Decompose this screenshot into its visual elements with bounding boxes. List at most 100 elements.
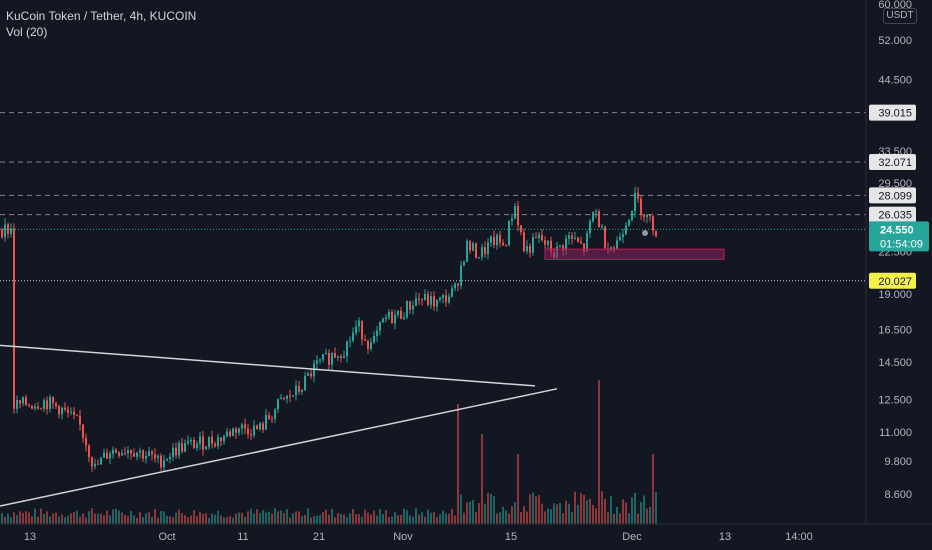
volume-indicator-label[interactable]: Vol (20) [6, 25, 48, 39]
volume-bar [70, 513, 72, 524]
volume-bar [622, 499, 624, 524]
candle-body [457, 283, 459, 286]
candle-body [397, 310, 399, 315]
volume-bar [475, 511, 477, 524]
volume-bar [601, 491, 603, 524]
candle-body [475, 243, 477, 258]
candle-body [193, 440, 195, 448]
candle-body [604, 226, 606, 249]
candle-body [283, 397, 285, 399]
volume-bar [442, 510, 444, 524]
volume-bar [136, 517, 138, 524]
candle-body [256, 425, 258, 430]
last-price-value: 24.550 [880, 224, 914, 236]
y-tick-label: 16.500 [878, 325, 912, 337]
candle-body [427, 293, 429, 305]
price-label-box [869, 104, 916, 121]
volume-bar [103, 515, 105, 524]
volume-bar [148, 512, 150, 524]
candle-body [154, 454, 156, 459]
volume-bar [481, 434, 483, 524]
volume-bar [508, 513, 510, 524]
volume-bar [412, 516, 414, 524]
volume-bar [448, 513, 450, 524]
volume-bar [67, 515, 69, 524]
volume-bar [559, 503, 561, 524]
volume-bar [61, 514, 63, 524]
volume-bar [166, 515, 168, 524]
volume-bar [538, 495, 540, 524]
volume-bar [382, 514, 384, 524]
candle-body [406, 301, 408, 318]
candle-body [169, 456, 171, 460]
candle-body [385, 317, 387, 319]
x-tick-label: 13 [719, 531, 731, 543]
candle-body [415, 298, 417, 306]
candle-body [328, 352, 330, 365]
volume-bar [655, 491, 657, 524]
candle-body [634, 192, 636, 212]
last-price-label-box [869, 221, 929, 252]
volume-bar [181, 513, 183, 524]
candle-body [142, 450, 144, 459]
volume-bar [256, 509, 258, 524]
volume-bar [349, 513, 351, 524]
volume-bar [214, 514, 216, 524]
volume-bar [487, 493, 489, 524]
candle-body [622, 234, 624, 238]
candle-body [520, 225, 522, 233]
candle-body [19, 400, 21, 404]
volume-bar [49, 516, 51, 524]
volume-bar [529, 494, 531, 524]
candle-body [235, 428, 237, 433]
candle-body [277, 399, 279, 410]
volume-bar [649, 506, 651, 524]
volume-bar [202, 513, 204, 524]
candle-body [448, 296, 450, 303]
volume-bar [337, 513, 339, 524]
volume-bar [469, 501, 471, 524]
candle-body [265, 415, 267, 430]
volume-bar [262, 510, 264, 524]
candle-body [340, 356, 342, 358]
volume-bar [235, 513, 237, 524]
candle-body [172, 447, 174, 457]
candle-body [643, 214, 645, 218]
candle-body [100, 457, 102, 465]
candle-body [28, 404, 30, 406]
candle-body [130, 450, 132, 454]
candle-body [568, 235, 570, 239]
volume-bar [577, 504, 579, 524]
volume-bar [595, 508, 597, 524]
volume-bar [640, 501, 642, 524]
candle-body [223, 436, 225, 442]
candle-body [1, 229, 3, 238]
volume-bar [142, 517, 144, 524]
x-tick-label: 11 [237, 531, 248, 543]
candle-body [409, 301, 411, 310]
y-tick-label: 8.600 [884, 489, 912, 501]
volume-bar [610, 496, 612, 524]
candle-body [388, 312, 390, 318]
volume-bar [598, 380, 600, 524]
volume-bar [325, 509, 327, 524]
y-tick-label: 12.500 [878, 395, 912, 407]
candle-body [649, 214, 651, 217]
candle-body [355, 326, 357, 333]
y-tick-label: 14.500 [878, 357, 912, 369]
candle-body [76, 414, 78, 416]
candle-body [433, 296, 435, 307]
volume-bar [574, 491, 576, 524]
volume-bar [490, 493, 492, 524]
candle-body [103, 452, 105, 458]
currency-selector[interactable]: USDT [883, 8, 917, 24]
volume-bar [460, 494, 462, 524]
volume-bar [541, 503, 543, 524]
candle-body [316, 360, 318, 364]
volume-bar [544, 511, 546, 524]
candle-body [64, 407, 66, 410]
candle-body [220, 437, 222, 442]
candle-body [301, 390, 303, 392]
